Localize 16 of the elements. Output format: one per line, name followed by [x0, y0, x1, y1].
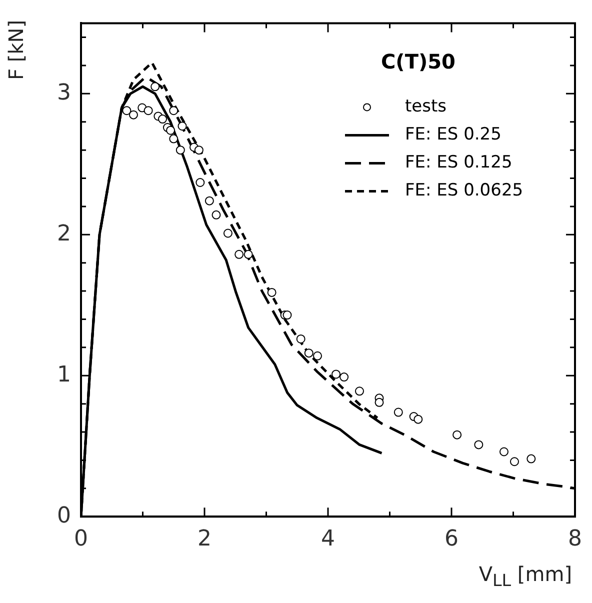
x-axis-title: V$_{LL}$ [mm] [478, 562, 572, 590]
y-tick-label: 0 [57, 503, 71, 528]
y-tick-label: 3 [57, 80, 71, 106]
y-axis-title: F [kN] [4, 20, 28, 80]
legend-label: FE: ES 0.25 [405, 124, 502, 145]
x-tick-label: 6 [444, 526, 458, 552]
x-tick-label: 8 [568, 526, 582, 552]
y-tick-label: 2 [57, 221, 71, 246]
legend-title: C(T)50 [381, 49, 456, 74]
legend-label: tests [405, 96, 447, 117]
legend-label: FE: ES 0.125 [405, 152, 512, 173]
x-tick-label: 0 [74, 526, 88, 552]
legend-label: FE: ES 0.0625 [405, 180, 524, 201]
x-tick-label: 2 [198, 526, 212, 552]
x-tick-label: 4 [321, 526, 335, 552]
y-tick-label: 1 [57, 362, 71, 388]
